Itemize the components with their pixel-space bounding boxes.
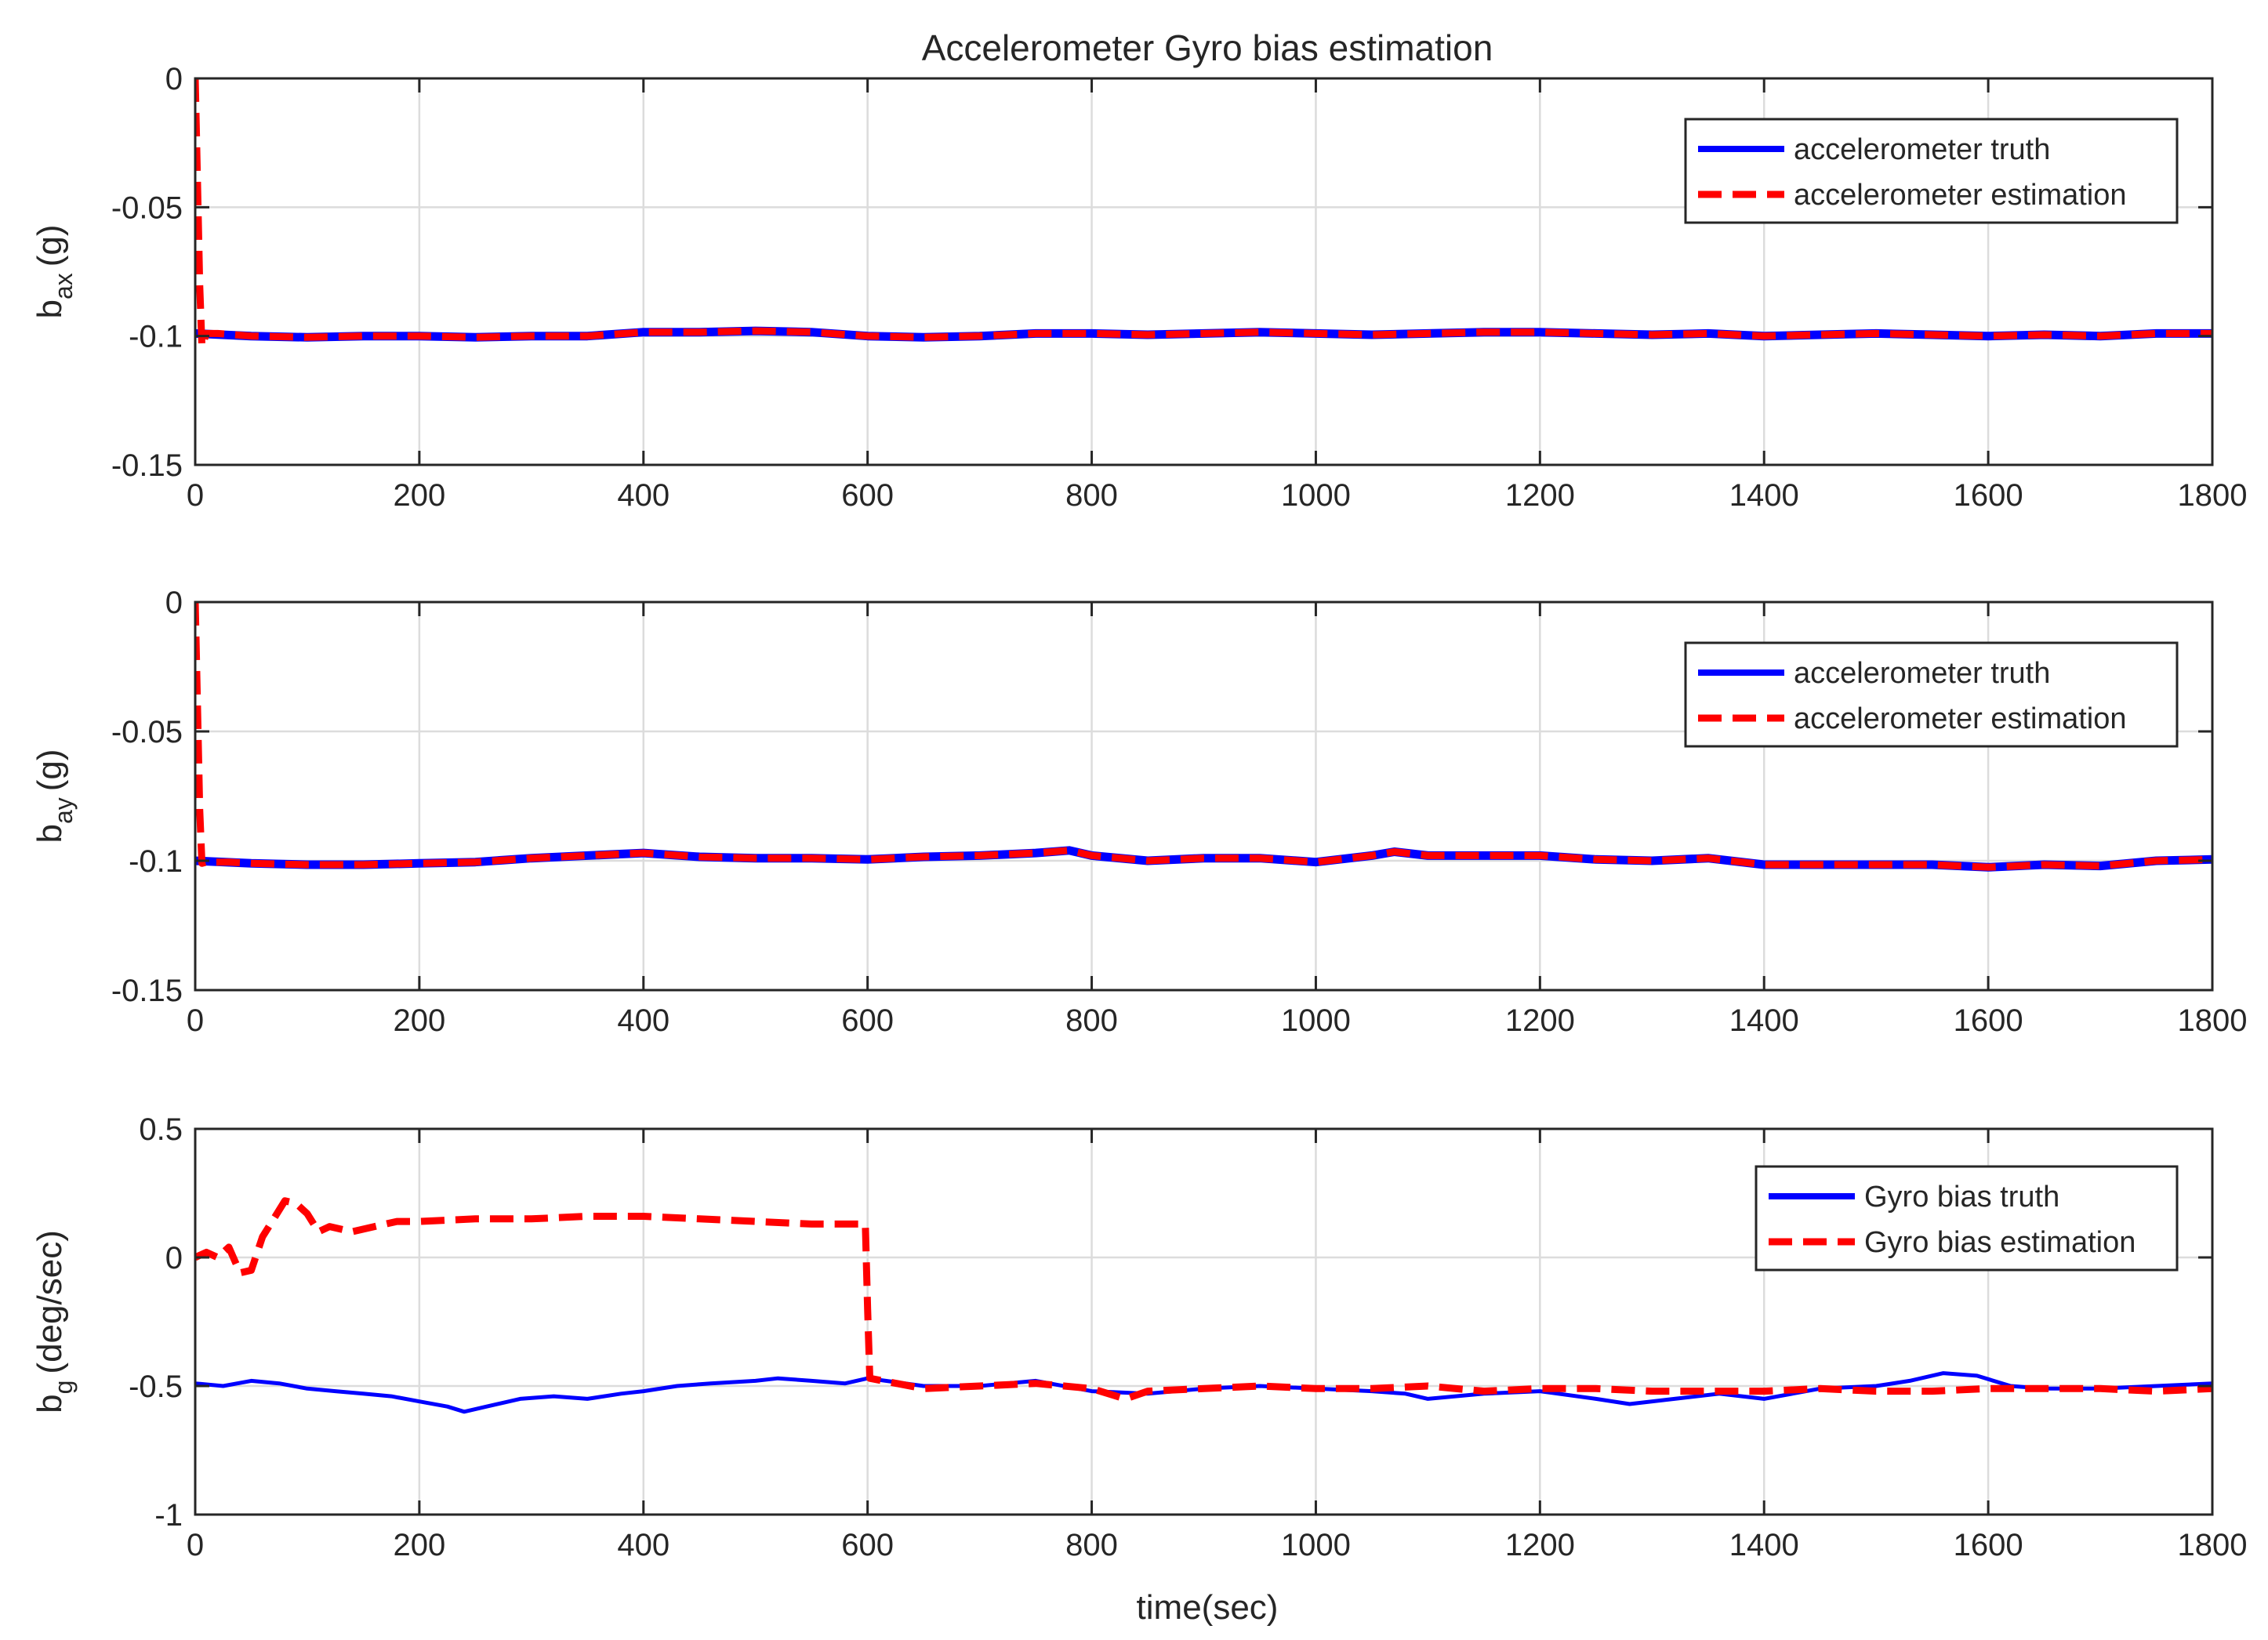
x-tick-label: 1800 — [2178, 1528, 2248, 1562]
x-tick-label: 400 — [617, 1528, 670, 1562]
y-axis-label-unit: (g) — [31, 749, 69, 791]
x-tick-label: 600 — [841, 1003, 894, 1038]
x-tick-label: 0 — [187, 1528, 204, 1562]
x-tick-label: 0 — [187, 478, 204, 513]
x-tick-label: 1000 — [1281, 1528, 1351, 1562]
x-tick-label: 1600 — [1954, 478, 2023, 513]
y-tick-label: -0.15 — [111, 974, 183, 1008]
estimation-series-line — [195, 78, 2212, 350]
x-tick-label: 400 — [617, 478, 670, 513]
series-group — [195, 78, 2212, 350]
y-axis-label-main: b — [31, 299, 69, 318]
legend-entry-label: accelerometer truth — [1794, 133, 2050, 166]
series-group — [195, 601, 2212, 872]
legend: accelerometer truth accelerometer estimat… — [1684, 118, 2179, 224]
x-tick-label: 1400 — [1729, 1528, 1799, 1562]
x-tick-label: 200 — [394, 1003, 446, 1038]
legend-box — [1684, 118, 2179, 224]
y-tick-label: 0 — [165, 62, 183, 96]
x-axis-label: time(sec) — [1137, 1588, 1279, 1627]
x-tick-label: 1800 — [2178, 1003, 2248, 1038]
legend-entry-label: Gyro bias estimation — [1864, 1226, 2136, 1259]
y-tick-label: -0.1 — [129, 844, 183, 879]
x-tick-label: 1000 — [1281, 478, 1351, 513]
x-tick-label: 1200 — [1505, 1528, 1575, 1562]
y-axis-label-main: b — [31, 1394, 69, 1413]
axes-frame — [194, 77, 2214, 466]
legend-box — [1684, 641, 2179, 748]
y-axis-label-unit: (g) — [31, 224, 69, 267]
x-tick-label: 800 — [1065, 1003, 1118, 1038]
y-tick-label: -0.05 — [111, 715, 183, 749]
x-tick-label: 0 — [187, 1003, 204, 1038]
y-tick-label: 0.5 — [139, 1112, 183, 1147]
x-tick-label: 1400 — [1729, 1003, 1799, 1038]
legend-entry-label: accelerometer estimation — [1794, 702, 2127, 735]
legend-entry-label: Gyro bias truth — [1864, 1181, 2059, 1214]
subplot-bax: 0 200 400 600 800 1000 1200 1400 1600 1800 0 -0.05 -… — [31, 62, 2247, 513]
x-tick-label: 400 — [617, 1003, 670, 1038]
estimation-series-line — [195, 601, 2212, 871]
y-tick-label: 0 — [165, 586, 183, 620]
x-tick-label: 800 — [1065, 1528, 1118, 1562]
x-tick-label: 600 — [841, 478, 894, 513]
y-axis-label: bg (deg/sec) — [31, 1230, 78, 1413]
y-axis-label: bay (g) — [31, 749, 78, 843]
legend: Gyro bias truth Gyro bias estimation — [1755, 1165, 2179, 1272]
axes-frame — [194, 1127, 2214, 1516]
y-tick-label: -0.5 — [129, 1370, 183, 1404]
x-tick-label: 600 — [841, 1528, 894, 1562]
x-tick-label: 1400 — [1729, 478, 1799, 513]
x-tick-label: 1800 — [2178, 478, 2248, 513]
y-axis-label-subscript: ay — [49, 797, 78, 824]
y-axis-label-main: b — [31, 824, 69, 843]
x-tick-label: 200 — [394, 1528, 446, 1562]
x-tick-label: 200 — [394, 478, 446, 513]
y-tick-label: -0.15 — [111, 448, 183, 483]
chart-title: Accelerometer Gyro bias estimation — [922, 27, 1493, 68]
y-axis-label: bax (g) — [31, 224, 78, 318]
legend: accelerometer truth accelerometer estimat… — [1684, 641, 2179, 748]
series-group — [195, 1197, 2212, 1414]
x-tick-label: 1200 — [1505, 1003, 1575, 1038]
subplot-bay: 0 200 400 600 800 1000 1200 1400 1600 1800 0 -0.05 -… — [31, 586, 2247, 1038]
y-tick-label: 0 — [165, 1241, 183, 1275]
y-tick-label: -0.05 — [111, 190, 183, 225]
y-axis-label-subscript: g — [49, 1381, 78, 1395]
x-tick-label: 1600 — [1954, 1528, 2023, 1562]
x-tick-label: 800 — [1065, 478, 1118, 513]
subplot-bg: 0 200 400 600 800 1000 1200 1400 1600 1800 0.5 0 -0.… — [31, 1112, 2247, 1562]
y-axis-label-unit: (deg/sec) — [31, 1230, 69, 1373]
x-tick-label: 1200 — [1505, 478, 1575, 513]
legend-box — [1755, 1165, 2179, 1272]
y-tick-label: -1 — [154, 1498, 183, 1533]
y-tick-label: -0.1 — [129, 320, 183, 354]
x-tick-label: 1600 — [1954, 1003, 2023, 1038]
legend-entry-label: accelerometer estimation — [1794, 179, 2127, 212]
estimation-series-line — [195, 1197, 2212, 1402]
legend-entry-label: accelerometer truth — [1794, 657, 2050, 690]
axes-frame — [194, 600, 2214, 992]
x-tick-label: 1000 — [1281, 1003, 1351, 1038]
y-axis-label-subscript: ax — [49, 273, 78, 299]
